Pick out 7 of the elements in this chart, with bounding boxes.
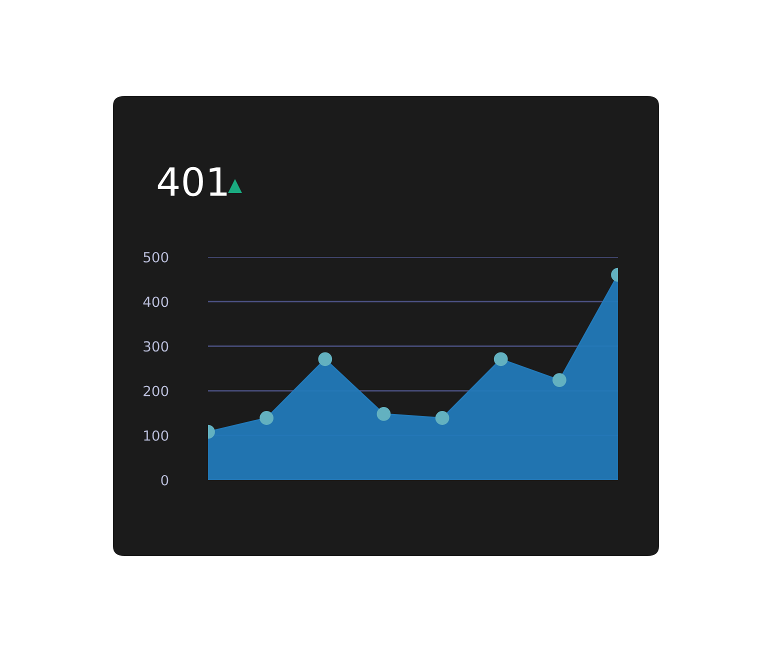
y-tick-label: 300 <box>144 341 168 352</box>
chart-title: 401 <box>158 166 227 196</box>
y-tick-label: 200 <box>144 386 168 396</box>
y-tick-label: 500 <box>144 252 168 262</box>
y-tick-label: 100 <box>144 430 168 441</box>
y-tick-label: 0 <box>161 474 168 486</box>
y-tick-label: 400 <box>143 296 168 308</box>
